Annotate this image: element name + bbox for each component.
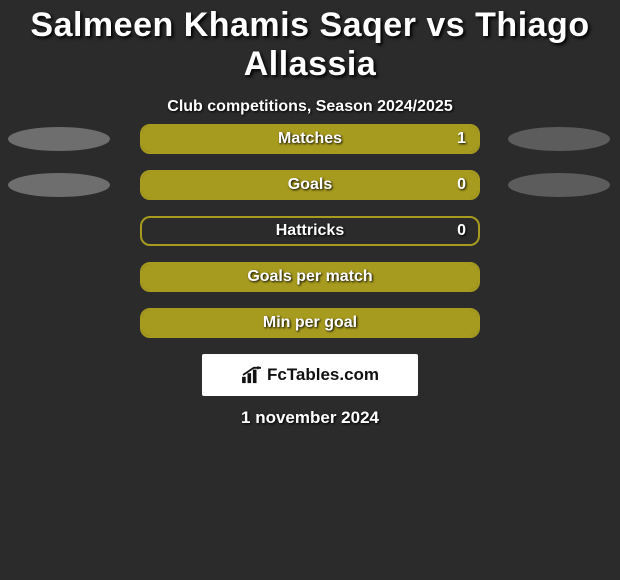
player1-marker bbox=[8, 127, 110, 151]
bar-track bbox=[140, 308, 480, 338]
player2-marker bbox=[508, 127, 610, 151]
stat-row: Goals per match bbox=[0, 260, 620, 306]
bar-track bbox=[140, 262, 480, 292]
stat-row: Matches1 bbox=[0, 122, 620, 168]
player1-marker bbox=[8, 173, 110, 197]
bar-track bbox=[140, 170, 480, 200]
stat-row: Hattricks0 bbox=[0, 214, 620, 260]
comparison-widget: Salmeen Khamis Saqer vs Thiago Allassia … bbox=[0, 0, 620, 580]
bar-track bbox=[140, 216, 480, 246]
bar-fill bbox=[142, 264, 478, 290]
bar-track bbox=[140, 124, 480, 154]
stat-rows: Matches1Goals0Hattricks0Goals per matchM… bbox=[0, 122, 620, 352]
brand-box: FcTables.com bbox=[202, 354, 418, 396]
bar-fill bbox=[142, 310, 478, 336]
stat-row: Min per goal bbox=[0, 306, 620, 352]
date-stamp: 1 november 2024 bbox=[0, 408, 620, 428]
bar-fill bbox=[142, 172, 478, 198]
brand-chart-icon bbox=[241, 366, 263, 384]
brand-text: FcTables.com bbox=[267, 365, 379, 385]
bar-fill bbox=[142, 126, 478, 152]
player2-marker bbox=[508, 173, 610, 197]
stat-row: Goals0 bbox=[0, 168, 620, 214]
page-title: Salmeen Khamis Saqer vs Thiago Allassia bbox=[0, 0, 620, 84]
subtitle: Club competitions, Season 2024/2025 bbox=[0, 98, 620, 116]
